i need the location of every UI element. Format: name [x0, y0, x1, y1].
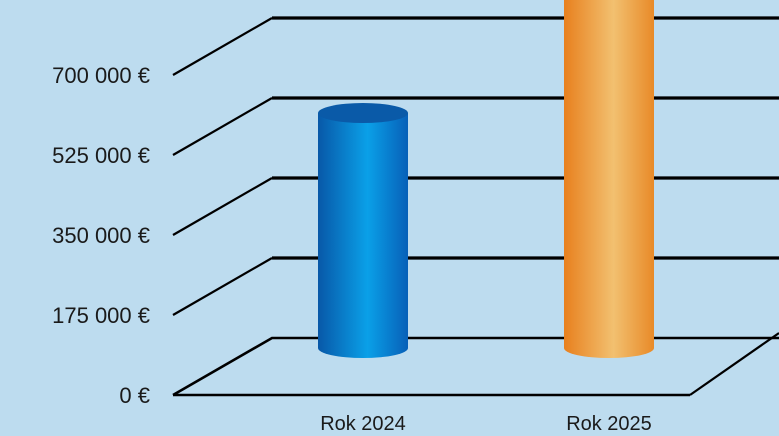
y-tick-label: 350 000 € [52, 223, 150, 248]
y-tick-label: 0 € [119, 383, 150, 408]
floor-right-edge [689, 332, 779, 396]
gridline-side-2 [172, 177, 273, 236]
bar-rok-2025 [564, 0, 654, 358]
y-tick-label: 525 000 € [52, 143, 150, 168]
bar-rok-2024 [318, 103, 408, 359]
x-category-label: Rok 2024 [320, 413, 406, 435]
category-labels-layer: Rok 2024 Rok 2025 [320, 413, 652, 435]
ticks-layer: 0 € 175 000 € 350 000 € 525 000 € 700 000 € [52, 63, 150, 408]
floor-back-edge [172, 336, 779, 397]
bar-top [318, 103, 408, 124]
bar-body [318, 113, 408, 359]
y-tick-label: 700 000 € [52, 63, 150, 88]
gridline-side-1 [172, 257, 273, 316]
grid-layer [172, 16, 779, 316]
gridline-side-3 [172, 97, 273, 156]
bars-layer [318, 0, 654, 359]
bar-body [564, 0, 654, 358]
y-tick-label: 175 000 € [52, 303, 150, 328]
floor-layer [172, 332, 779, 397]
x-category-label: Rok 2025 [566, 413, 652, 435]
gridline-side-4 [172, 17, 273, 76]
